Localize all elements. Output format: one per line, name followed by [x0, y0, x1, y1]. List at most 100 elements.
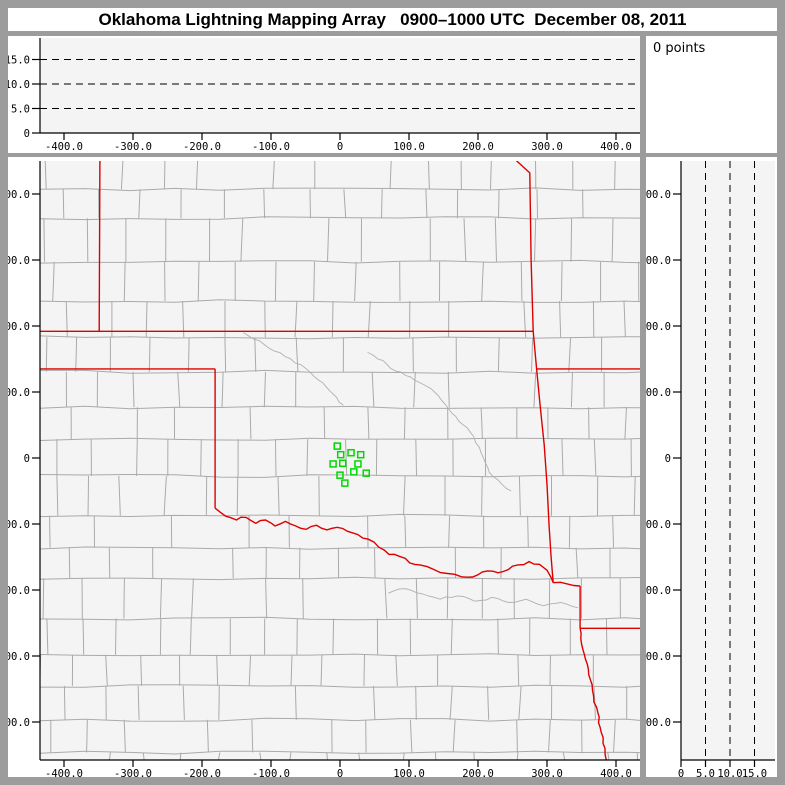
county-line: [40, 187, 640, 192]
county-line: [345, 439, 348, 477]
county-line: [182, 685, 185, 720]
tick-label: -200.0: [8, 585, 30, 597]
county-line: [86, 719, 88, 753]
county-line: [497, 337, 500, 372]
title-bar: Oklahoma Lightning Mapping Array 0900–10…: [8, 8, 777, 31]
tick-label: -400.0: [45, 768, 83, 777]
county-line: [224, 337, 227, 372]
tick-label: 300.0: [531, 768, 563, 777]
county-line: [159, 618, 162, 655]
county-line: [516, 719, 518, 753]
tick-label: 0: [337, 141, 343, 153]
county-line: [498, 189, 500, 219]
county-line: [274, 261, 277, 302]
tick-label: -300.0: [646, 651, 671, 663]
county-line: [265, 578, 268, 619]
county-line: [415, 685, 417, 720]
county-line: [251, 719, 254, 753]
county-line: [105, 654, 108, 686]
tick-label: -400.0: [8, 717, 30, 729]
lma-station-marker: [354, 460, 362, 468]
plot-background: [681, 161, 775, 760]
county-line: [446, 578, 449, 619]
county-line: [249, 407, 252, 440]
county-line: [289, 752, 292, 760]
river-line: [243, 332, 344, 406]
county-line: [481, 475, 483, 516]
county-line: [40, 405, 640, 410]
county-line: [404, 515, 407, 548]
county-line: [560, 261, 563, 302]
county-line: [415, 578, 418, 619]
altitude-north-south-plot[interactable]: 400.0 300.0 200.0 100.0 0 -100.0 -200.0 -300.0 -…: [646, 157, 777, 777]
county-line: [40, 259, 640, 264]
county-line: [44, 161, 47, 190]
county-line: [611, 218, 614, 262]
county-line: [254, 337, 257, 372]
lma-station-marker: [347, 448, 355, 457]
county-line: [87, 475, 89, 516]
county-line: [381, 189, 383, 219]
tick-label: 200.0: [646, 321, 671, 333]
tick-label: -400.0: [646, 717, 671, 729]
page-title: Oklahoma Lightning Mapping Array 0900–10…: [98, 9, 687, 29]
tick-label: 100.0: [393, 768, 425, 777]
tick-label: 15.0: [742, 768, 767, 777]
tick-label: 100.0: [393, 141, 425, 153]
county-line: [449, 685, 453, 720]
county-line: [570, 218, 573, 262]
county-line: [123, 719, 126, 753]
county-line: [136, 439, 138, 477]
county-line: [159, 578, 163, 619]
county-line: [40, 750, 640, 755]
altitude-north-south-panel: 400.0 300.0 200.0 100.0 0 -100.0 -200.0 -300.0 -…: [646, 157, 777, 777]
tick-label: -100.0: [646, 519, 671, 531]
county-line: [463, 218, 467, 262]
county-line: [142, 752, 145, 760]
county-line: [320, 654, 323, 686]
county-line: [531, 337, 534, 372]
county-line: [561, 439, 564, 477]
county-line: [189, 618, 192, 655]
county-line: [240, 218, 244, 262]
county-line: [613, 719, 616, 753]
county-line: [490, 161, 492, 190]
county-line: [480, 407, 483, 440]
county-line: [163, 475, 167, 516]
points-count-label: 0 points: [653, 41, 706, 56]
tick-label: -100.0: [252, 141, 290, 153]
tick-label: 10.0: [717, 768, 742, 777]
plan-view-map-plot[interactable]: 400.0 300.0 200.0 100.0 0 -100.0 -200.0 -300.0 -…: [8, 157, 640, 777]
county-line: [40, 369, 640, 374]
county-line: [63, 685, 66, 720]
river-line: [367, 351, 512, 492]
county-line: [295, 337, 299, 372]
river-line: [388, 588, 579, 609]
county-line: [275, 439, 277, 477]
county-line: [40, 216, 640, 221]
county-line: [62, 189, 65, 219]
county-line: [196, 161, 199, 190]
altitude-east-west-panel: 15.0 10.0 5.0 0 -400.0 -300.0 -200.0 -100.0 0 100…: [8, 36, 640, 153]
county-line: [343, 189, 347, 219]
county-line: [290, 654, 293, 686]
county-line: [568, 337, 572, 372]
county-line: [163, 161, 166, 190]
county-line: [263, 371, 266, 408]
county-line: [108, 752, 111, 760]
county-line: [46, 618, 49, 655]
county-line: [272, 161, 275, 190]
county-line: [605, 618, 608, 655]
county-line: [132, 371, 135, 408]
county-line: [354, 261, 357, 302]
county-line: [206, 719, 209, 753]
county-line: [623, 300, 626, 338]
county-line: [517, 654, 520, 686]
county-line: [75, 337, 78, 372]
county-line: [52, 261, 55, 302]
county-line: [302, 578, 304, 619]
altitude-east-west-plot[interactable]: 15.0 10.0 5.0 0 -400.0 -300.0 -200.0 -100.0 0 100…: [8, 36, 640, 153]
tick-label: 300.0: [646, 255, 671, 267]
county-line: [179, 752, 182, 760]
county-line: [191, 578, 194, 619]
